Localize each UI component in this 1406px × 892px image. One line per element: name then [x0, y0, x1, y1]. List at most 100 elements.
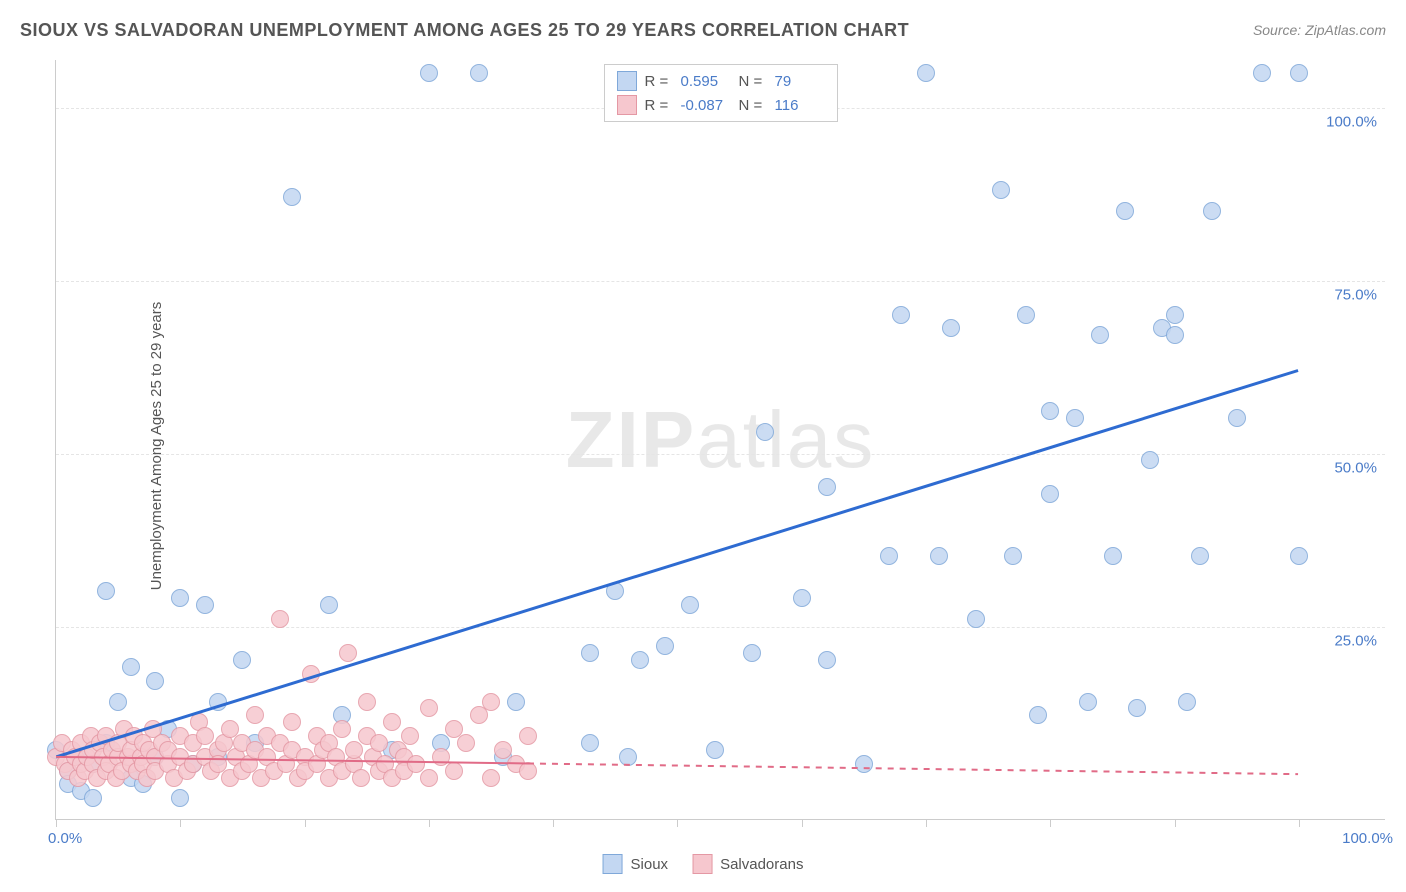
scatter-point — [370, 734, 388, 752]
scatter-point — [352, 769, 370, 787]
series-legend: Sioux Salvadorans — [603, 854, 804, 874]
scatter-point — [171, 589, 189, 607]
stats-row: R =-0.087N =116 — [617, 93, 825, 117]
scatter-point — [482, 693, 500, 711]
scatter-point — [420, 699, 438, 717]
scatter-point — [470, 64, 488, 82]
scatter-point — [581, 644, 599, 662]
scatter-point — [967, 610, 985, 628]
scatter-point — [1116, 202, 1134, 220]
y-tick-label: 25.0% — [1334, 632, 1377, 649]
scatter-point — [283, 188, 301, 206]
scatter-point — [1004, 547, 1022, 565]
x-tick — [305, 819, 306, 827]
scatter-point — [271, 610, 289, 628]
scatter-point — [196, 596, 214, 614]
x-tick — [553, 819, 554, 827]
y-tick-label: 100.0% — [1326, 114, 1377, 131]
x-tick — [802, 819, 803, 827]
scatter-point — [656, 637, 674, 655]
scatter-point — [420, 769, 438, 787]
scatter-point — [401, 727, 419, 745]
scatter-point — [1290, 547, 1308, 565]
scatter-point — [233, 651, 251, 669]
scatter-point — [519, 727, 537, 745]
stats-row: R = 0.595 N = 79 — [617, 69, 825, 93]
scatter-point — [1166, 326, 1184, 344]
scatter-point — [1166, 306, 1184, 324]
legend-item: Sioux — [603, 854, 669, 874]
scatter-point — [992, 181, 1010, 199]
scatter-point — [457, 734, 475, 752]
n-value: 116 — [775, 97, 825, 114]
scatter-point — [606, 582, 624, 600]
legend-item: Salvadorans — [692, 854, 803, 874]
scatter-point — [283, 713, 301, 731]
scatter-point — [1128, 699, 1146, 717]
legend-label: Sioux — [631, 856, 669, 873]
scatter-point — [1253, 64, 1271, 82]
source-attribution: Source: ZipAtlas.com — [1253, 22, 1386, 38]
x-tick — [56, 819, 57, 827]
watermark: ZIPatlas — [566, 394, 875, 486]
scatter-point — [930, 547, 948, 565]
scatter-point — [1228, 409, 1246, 427]
x-tick — [1050, 819, 1051, 827]
scatter-point — [631, 651, 649, 669]
scatter-point — [1041, 402, 1059, 420]
n-value: 79 — [775, 73, 825, 90]
legend-swatch — [692, 854, 712, 874]
scatter-point — [109, 693, 127, 711]
scatter-point — [420, 64, 438, 82]
scatter-point — [345, 741, 363, 759]
scatter-point — [122, 658, 140, 676]
scatter-point — [793, 589, 811, 607]
scatter-point — [706, 741, 724, 759]
x-tick — [926, 819, 927, 827]
legend-swatch — [617, 71, 637, 91]
legend-swatch — [617, 95, 637, 115]
legend-swatch — [603, 854, 623, 874]
r-value: 0.595 — [681, 73, 731, 90]
scatter-point — [97, 582, 115, 600]
x-axis-label-min: 0.0% — [48, 830, 82, 847]
scatter-point — [1091, 326, 1109, 344]
gridline — [56, 454, 1385, 455]
r-label: R = — [645, 73, 673, 90]
scatter-point — [302, 665, 320, 683]
watermark-bold: ZIP — [566, 395, 696, 484]
x-tick — [677, 819, 678, 827]
scatter-point — [818, 478, 836, 496]
scatter-point — [339, 644, 357, 662]
r-label: R = — [645, 97, 673, 114]
scatter-point — [619, 748, 637, 766]
x-tick — [180, 819, 181, 827]
scatter-point — [358, 693, 376, 711]
chart-title: SIOUX VS SALVADORAN UNEMPLOYMENT AMONG A… — [20, 20, 909, 41]
scatter-point — [818, 651, 836, 669]
scatter-point — [482, 769, 500, 787]
scatter-point — [1290, 64, 1308, 82]
scatter-point — [1104, 547, 1122, 565]
scatter-point — [1079, 693, 1097, 711]
scatter-point — [519, 762, 537, 780]
scatter-point — [246, 706, 264, 724]
y-tick-label: 75.0% — [1334, 287, 1377, 304]
scatter-point — [917, 64, 935, 82]
scatter-point — [1017, 306, 1035, 324]
scatter-point — [681, 596, 699, 614]
scatter-point — [333, 720, 351, 738]
n-label: N = — [739, 73, 767, 90]
scatter-point — [84, 789, 102, 807]
scatter-point — [445, 762, 463, 780]
scatter-point — [1191, 547, 1209, 565]
gridline — [56, 627, 1385, 628]
scatter-point — [209, 693, 227, 711]
scatter-point — [470, 706, 488, 724]
scatter-point — [383, 713, 401, 731]
watermark-light: atlas — [696, 395, 875, 484]
scatter-point — [1041, 485, 1059, 503]
scatter-point — [880, 547, 898, 565]
plot-area: ZIPatlas 25.0%50.0%75.0%100.0% 0.0% 100.… — [55, 60, 1385, 820]
x-axis-label-max: 100.0% — [1342, 830, 1393, 847]
